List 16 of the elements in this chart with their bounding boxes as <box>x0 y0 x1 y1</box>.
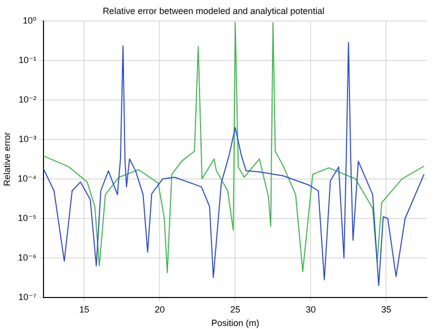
x-tick-label: 25 <box>230 304 240 314</box>
chart-title: Relative error between modeled and analytical potential <box>102 6 324 16</box>
y-axis-title: Relative error <box>2 132 12 186</box>
x-axis-title: Position (m) <box>211 318 260 328</box>
y-tick-label: 10⁻¹ <box>18 54 36 65</box>
y-tick-label: 10⁰ <box>22 15 37 26</box>
y-tick-label: 10⁻⁷ <box>18 292 36 302</box>
x-tick-label: 30 <box>306 304 316 314</box>
y-tick-label: 10⁻³ <box>18 134 36 144</box>
x-tick-label: 35 <box>381 304 392 314</box>
x-tick-label: 15 <box>79 304 90 314</box>
x-tick-label: 20 <box>154 304 165 314</box>
y-tick-label: 10⁻² <box>18 94 36 104</box>
y-tick-label: 10⁻⁴ <box>18 173 37 184</box>
y-tick-label: 10⁻⁶ <box>18 252 37 262</box>
y-tick-label: 10⁻⁵ <box>18 212 37 223</box>
